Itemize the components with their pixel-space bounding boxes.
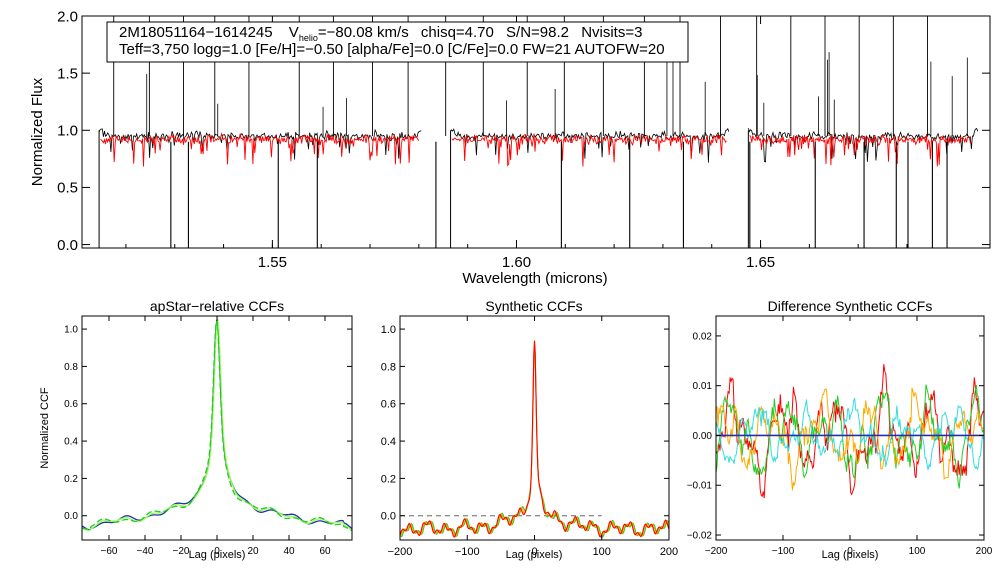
star-id: 2M18051164−1614245 xyxy=(119,24,273,41)
vhelio-subscript: helio xyxy=(299,33,318,43)
spectrum-panel: 1.55 1.60 1.65 0.0 0.5 1.0 1.5 2.0 2M18051164−1… xyxy=(29,8,991,287)
synthetic-ccf-series-line xyxy=(400,342,669,538)
apstar-ccf-frame xyxy=(81,315,353,541)
y-tick-label: −0.02 xyxy=(687,531,713,542)
snr-value: S/N=98.2 xyxy=(506,24,569,41)
synthetic-ccf-title: Synthetic CCFs xyxy=(485,298,582,314)
apstar-ccf-series-line xyxy=(82,318,352,532)
x-tick-label: −20 xyxy=(173,546,190,557)
apstar-ccf-ylabel: Normalized CCF xyxy=(39,387,51,469)
x-tick-label: 100 xyxy=(593,546,611,558)
observed-spectrum-line xyxy=(450,127,730,163)
x-tick-label: 200 xyxy=(976,546,993,557)
y-tick-label: 1.0 xyxy=(57,123,78,140)
x-tick-label: 60 xyxy=(319,546,331,557)
difference-ccf-series-line xyxy=(716,397,984,471)
x-tick-label: 20 xyxy=(247,546,259,557)
x-tick-label: 200 xyxy=(660,546,678,558)
nvisits-value: Nvisits=3 xyxy=(581,24,642,41)
difference-ccf-title: Difference Synthetic CCFs xyxy=(768,298,933,314)
difference-ccf-frame xyxy=(715,315,985,541)
x-tick-label: 0 xyxy=(214,546,220,557)
x-tick-label: 1.65 xyxy=(746,254,775,271)
observed-spectrum-line xyxy=(748,127,979,163)
y-tick-label: 0.8 xyxy=(64,362,78,373)
difference-ccf-series-line xyxy=(716,384,984,489)
difference-ccf-xlabel: Lag (pixels) xyxy=(822,549,879,561)
y-tick-label: 0.01 xyxy=(693,381,713,392)
spectrum-plot-frame xyxy=(81,15,991,249)
model-spectrum-line xyxy=(451,132,727,167)
apstar-ccf-series-line xyxy=(82,317,352,532)
vhelio-value: =−80.08 km/s xyxy=(318,24,409,41)
model-spectrum-line xyxy=(749,133,971,167)
x-tick-label: −200 xyxy=(388,546,413,558)
y-tick-label: 0.8 xyxy=(381,361,396,373)
model-spectrum-line xyxy=(100,132,420,167)
y-tick-label: 0.6 xyxy=(381,399,396,411)
x-tick-label: 0 xyxy=(847,546,853,557)
x-tick-label: 0 xyxy=(531,546,537,558)
apstar-ccf-series-line xyxy=(82,319,352,531)
spectrum-ylabel: Normalized Flux xyxy=(29,77,46,186)
x-tick-label: −40 xyxy=(137,546,154,557)
difference-ccf-panel: Difference Synthetic CCFs −200 −100 0 100 20… xyxy=(687,298,993,561)
x-tick-label: −100 xyxy=(772,546,795,557)
y-tick-label: 0.4 xyxy=(381,436,396,448)
y-tick-label: 0.0 xyxy=(64,511,78,522)
y-tick-label: 0.2 xyxy=(381,473,396,485)
info-line-2: Teff=3,750 logg=1.0 [Fe/H]=−0.50 [alpha/… xyxy=(119,41,665,58)
x-tick-label: 1.60 xyxy=(502,254,531,271)
apstar-ccf-xlabel: Lag (pixels) xyxy=(189,549,246,561)
spectrum-xlabel: Wavelength (microns) xyxy=(462,270,607,287)
y-tick-label: 0.2 xyxy=(64,474,78,485)
y-tick-label: 0.4 xyxy=(64,437,78,448)
y-tick-label: 2.0 xyxy=(57,8,78,25)
x-tick-label: −60 xyxy=(101,546,118,557)
synthetic-ccf-series-line xyxy=(400,345,669,539)
x-tick-label: 1.55 xyxy=(258,254,287,271)
synthetic-ccf-panel: Synthetic CCFs −200 −100 0 100 200 0.0 0.2 0.4 0… xyxy=(381,298,678,561)
y-tick-label: 0.0 xyxy=(381,511,396,523)
x-tick-label: 40 xyxy=(283,546,295,557)
apstar-ccf-panel: apStar−relative CCFs −60 −40 −20 0 20 40 60 0.0… xyxy=(39,298,353,561)
info-line-1: 2M18051164−1614245 Vhelio=−80.08 km/s ch… xyxy=(119,24,642,43)
chisq-value: chisq=4.70 xyxy=(421,24,494,41)
y-tick-label: 1.5 xyxy=(57,65,78,82)
y-tick-label: 0.02 xyxy=(693,331,713,342)
y-tick-label: −0.01 xyxy=(687,481,713,492)
synthetic-ccf-series-line xyxy=(400,340,669,538)
y-tick-label: 0.0 xyxy=(57,237,78,254)
y-tick-label: 0.5 xyxy=(57,180,78,197)
vhelio-symbol: V xyxy=(289,24,299,41)
y-tick-label: 1.0 xyxy=(381,324,396,336)
y-tick-label: 0.6 xyxy=(64,399,78,410)
y-tick-label: 0.00 xyxy=(693,431,713,442)
apstar-ccf-title: apStar−relative CCFs xyxy=(150,298,284,314)
spectrum-info-box: 2M18051164−1614245 Vhelio=−80.08 km/s ch… xyxy=(106,21,689,63)
x-tick-label: 100 xyxy=(909,546,926,557)
info-box-frame xyxy=(106,21,689,63)
x-tick-label: −200 xyxy=(705,546,728,557)
synthetic-ccf-xlabel: Lag (pixels) xyxy=(506,549,563,561)
difference-ccf-series-line xyxy=(716,364,984,499)
y-tick-label: 1.0 xyxy=(64,325,78,336)
x-tick-label: −100 xyxy=(455,546,480,558)
